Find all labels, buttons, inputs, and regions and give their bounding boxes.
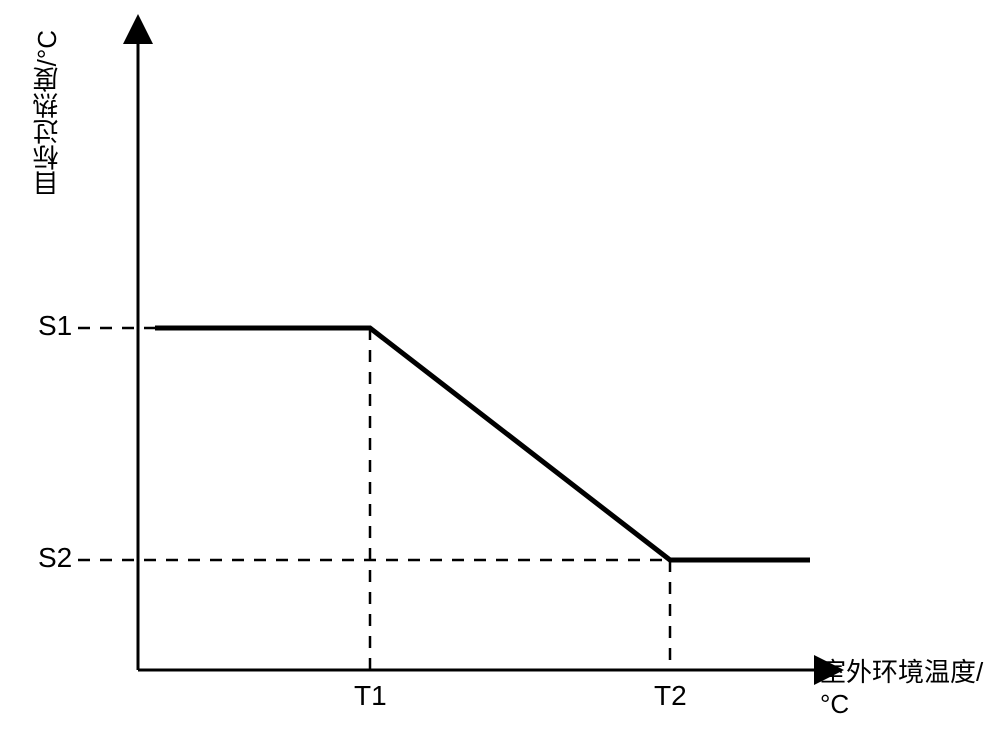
x-tick-t1: T1 [354, 680, 387, 712]
x-axis-label: 室外环境温度/°C [820, 652, 1000, 720]
line-chart: 目标过热度/°C 室外环境温度/°C S1 S2 T1 T2 [0, 0, 1000, 740]
data-series [155, 328, 810, 560]
guide-lines [78, 328, 670, 670]
chart-svg [0, 0, 1000, 740]
y-tick-s2: S2 [38, 542, 72, 574]
y-tick-s1: S1 [38, 310, 72, 342]
y-axis-label: 目标过热度/°C [28, 30, 65, 196]
x-tick-t2: T2 [654, 680, 687, 712]
